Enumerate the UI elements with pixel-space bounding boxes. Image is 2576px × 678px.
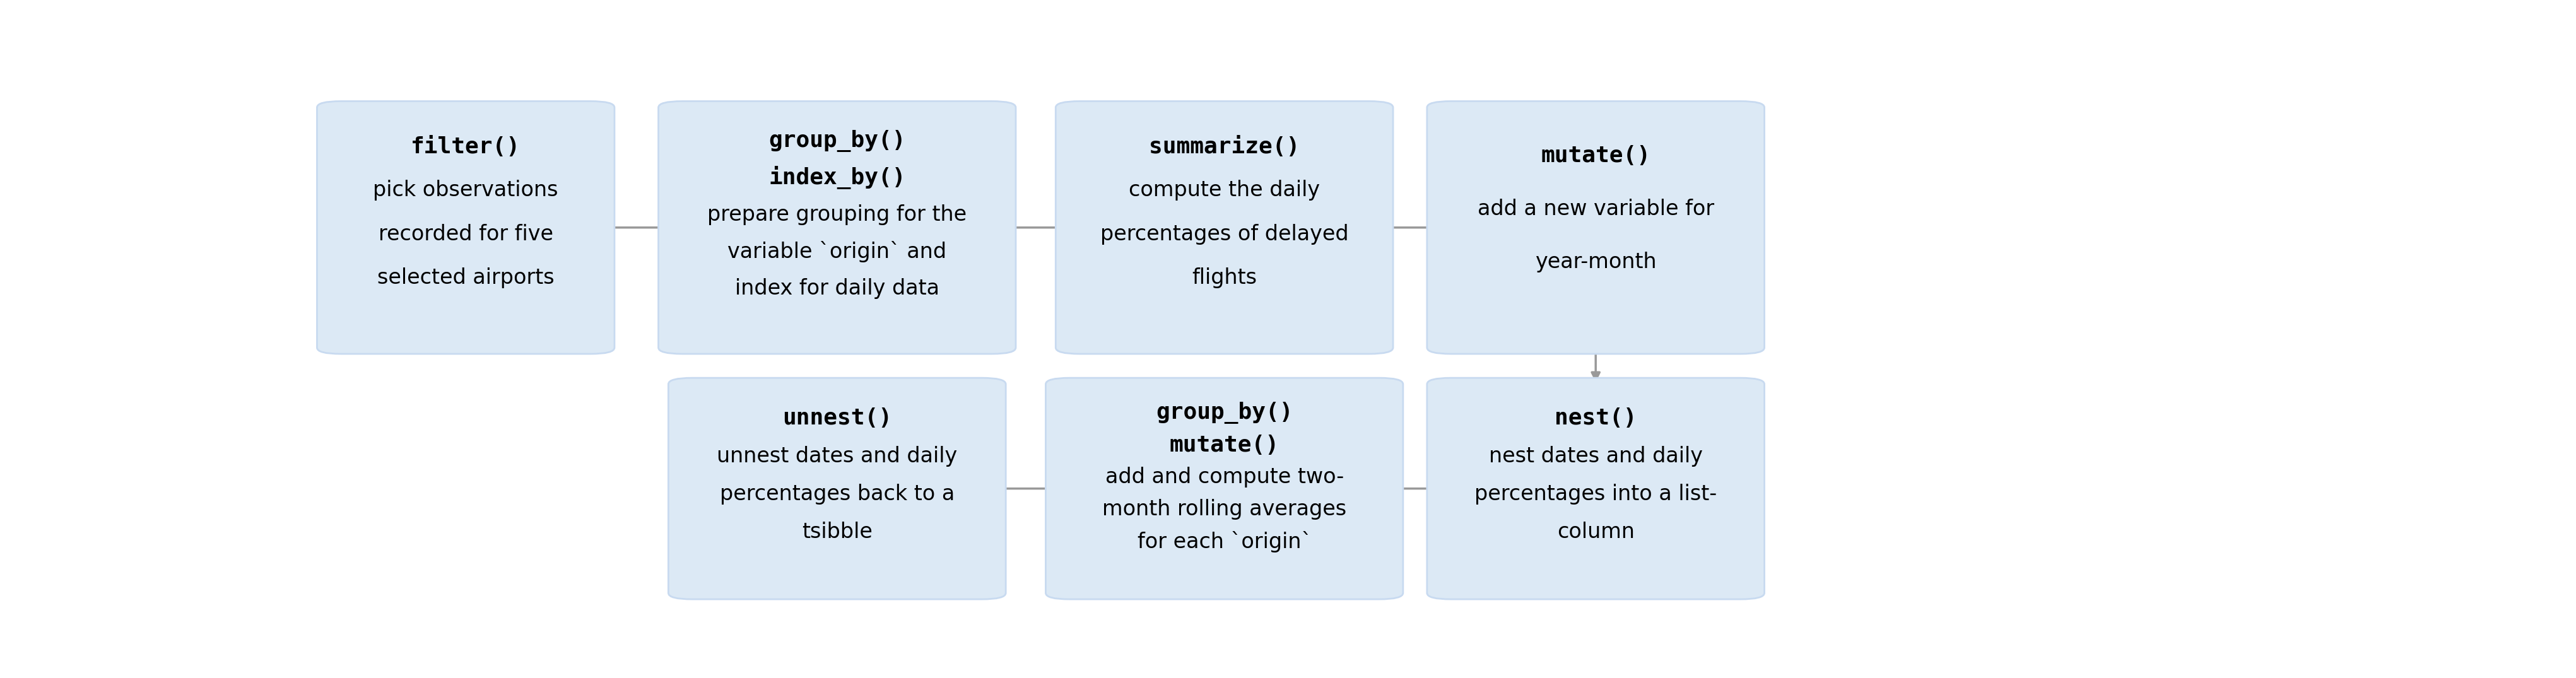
Text: summarize(): summarize() (1149, 136, 1301, 157)
Text: unnest(): unnest() (783, 407, 891, 429)
Text: compute the daily: compute the daily (1128, 180, 1319, 201)
Text: unnest dates and daily: unnest dates and daily (716, 446, 958, 466)
Text: pick observations: pick observations (374, 180, 559, 201)
FancyBboxPatch shape (1046, 378, 1404, 599)
Text: percentages of delayed: percentages of delayed (1100, 224, 1350, 245)
FancyBboxPatch shape (1427, 378, 1765, 599)
Text: group_by(): group_by() (768, 129, 907, 152)
Text: filter(): filter() (410, 136, 520, 157)
Text: prepare grouping for the: prepare grouping for the (708, 204, 966, 225)
Text: flights: flights (1193, 267, 1257, 288)
Text: nest(): nest() (1553, 407, 1636, 429)
Text: selected airports: selected airports (376, 267, 554, 288)
Text: group_by(): group_by() (1157, 402, 1293, 424)
Text: add and compute two-: add and compute two- (1105, 467, 1345, 487)
Text: nest dates and daily: nest dates and daily (1489, 446, 1703, 466)
Text: recorded for five: recorded for five (379, 224, 554, 245)
FancyBboxPatch shape (659, 101, 1015, 354)
Text: mutate(): mutate() (1540, 145, 1651, 166)
Text: variable `origin` and: variable `origin` and (726, 241, 945, 262)
Text: index for daily data: index for daily data (734, 278, 940, 299)
FancyBboxPatch shape (317, 101, 616, 354)
Text: year-month: year-month (1535, 252, 1656, 273)
Text: for each `origin`: for each `origin` (1136, 531, 1311, 553)
Text: month rolling averages: month rolling averages (1103, 499, 1347, 520)
FancyBboxPatch shape (1056, 101, 1394, 354)
Text: mutate(): mutate() (1170, 435, 1280, 456)
Text: column: column (1556, 522, 1636, 542)
Text: percentages back to a: percentages back to a (719, 484, 956, 504)
Text: tsibble: tsibble (801, 522, 873, 542)
Text: add a new variable for: add a new variable for (1479, 199, 1713, 219)
Text: index_by(): index_by() (768, 166, 907, 189)
Text: percentages into a list-: percentages into a list- (1473, 484, 1718, 504)
FancyBboxPatch shape (667, 378, 1005, 599)
FancyBboxPatch shape (1427, 101, 1765, 354)
